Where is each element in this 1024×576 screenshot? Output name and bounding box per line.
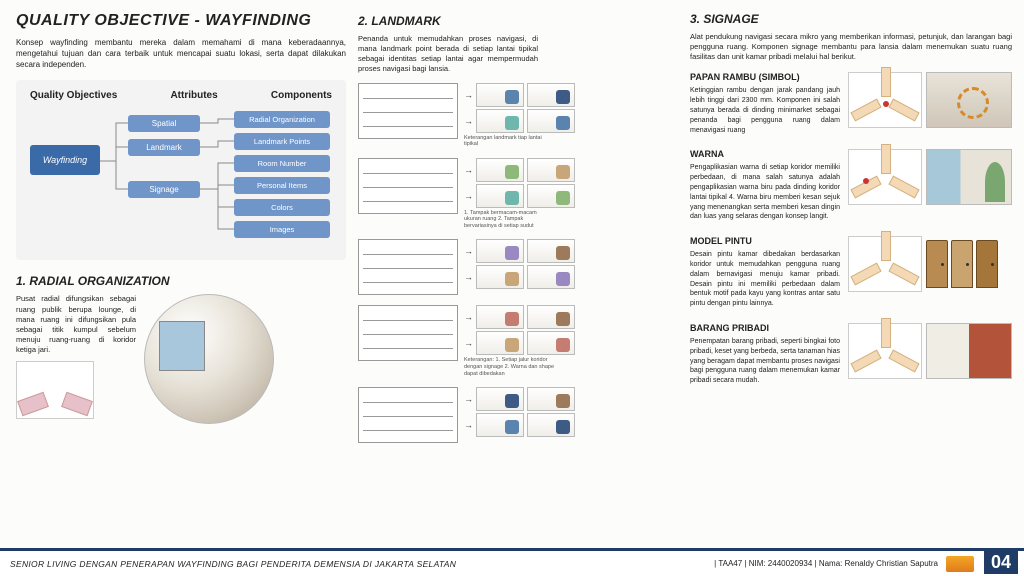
landmark-set-2: → → 1. Tampak bermacam-macam ukuran ruan… <box>358 158 678 230</box>
lounge-render <box>144 294 274 424</box>
sig-text-papan: Ketinggian rambu dengan jarak pandang ja… <box>690 86 840 135</box>
footer-meta: | TAA47 | NIM: 2440020934 | Nama: Renald… <box>714 559 938 568</box>
sig-text-barang: Penempatan barang pribadi, seperti bingk… <box>690 337 840 386</box>
sig-text-warna: Pengaplikasian warna di setiap koridor m… <box>690 163 840 222</box>
door-samples <box>926 240 998 288</box>
signage-pintu: MODEL PINTU Desain pintu kamar dibedakan… <box>690 236 1012 309</box>
render-papan <box>926 72 1012 128</box>
node-personal: Personal Items <box>234 177 330 194</box>
landmark-set-3: → → <box>358 239 678 295</box>
sec2-intro: Penanda untuk memudahkan proses navigasi… <box>358 34 538 75</box>
landmark-caption: Keterangan landmark tiap lantai tipikal <box>464 135 554 148</box>
tree-header-qo: Quality Objectives <box>30 90 117 101</box>
landmark-set-5: → → <box>358 387 678 443</box>
sec1-title: 1. RADIAL ORGANIZATION <box>16 274 346 288</box>
node-signage: Signage <box>128 181 200 198</box>
node-images: Images <box>234 221 330 238</box>
university-logo <box>946 556 974 572</box>
node-colors: Colors <box>234 199 330 216</box>
node-radial: Radial Organization <box>234 111 330 128</box>
footer-bar: SENIOR LIVING DENGAN PENERAPAN WAYFINDIN… <box>0 548 1024 576</box>
page-number: 04 <box>984 550 1018 574</box>
node-roomnum: Room Number <box>234 155 330 172</box>
landmark-set-1: → → Keterangan landmark tiap lantai tipi… <box>358 83 678 148</box>
render-warna <box>926 149 1012 205</box>
plan-thumb <box>848 72 922 128</box>
node-lmpoints: Landmark Points <box>234 133 330 150</box>
landmark-set-4: → → Keterangan: 1. Setiap jalur koridor … <box>358 305 678 377</box>
signage-barang: BARANG PRIBADI Penempatan barang pribadi… <box>690 323 1012 386</box>
sig-title-papan: PAPAN RAMBU (SIMBOL) <box>690 72 840 82</box>
tree-header-comp: Components <box>271 90 332 101</box>
node-landmark: Landmark <box>128 139 200 156</box>
page-title: QUALITY OBJECTIVE - WAYFINDING <box>16 12 346 30</box>
sec3-title: 3. SIGNAGE <box>690 12 1012 26</box>
sig-text-pintu: Desain pintu kamar dibedakan berdasarkan… <box>690 250 840 309</box>
concept-tree: Quality Objectives Attributes Components… <box>16 80 346 260</box>
tree-header-attr: Attributes <box>170 90 217 101</box>
node-wayfinding: Wayfinding <box>30 145 100 175</box>
sec1-text: Pusat radial difungsikan sebagai ruang p… <box>16 294 136 355</box>
sig-title-warna: WARNA <box>690 149 840 159</box>
signage-papan: PAPAN RAMBU (SIMBOL) Ketinggian rambu de… <box>690 72 1012 135</box>
elevation-diagram <box>358 83 458 139</box>
sig-title-barang: BARANG PRIBADI <box>690 323 840 333</box>
radial-plan-thumb <box>16 361 94 419</box>
sig-title-pintu: MODEL PINTU <box>690 236 840 246</box>
signage-warna: WARNA Pengaplikasian warna di setiap kor… <box>690 149 1012 222</box>
intro-text: Konsep wayfinding membantu mereka dalam … <box>16 38 346 70</box>
sec3-intro: Alat pendukung navigasi secara mikro yan… <box>690 32 1012 62</box>
sec2-title: 2. LANDMARK <box>358 14 678 28</box>
footer-title: SENIOR LIVING DENGAN PENERAPAN WAYFINDIN… <box>10 559 714 569</box>
node-spatial: Spatial <box>128 115 200 132</box>
render-barang <box>926 323 1012 379</box>
